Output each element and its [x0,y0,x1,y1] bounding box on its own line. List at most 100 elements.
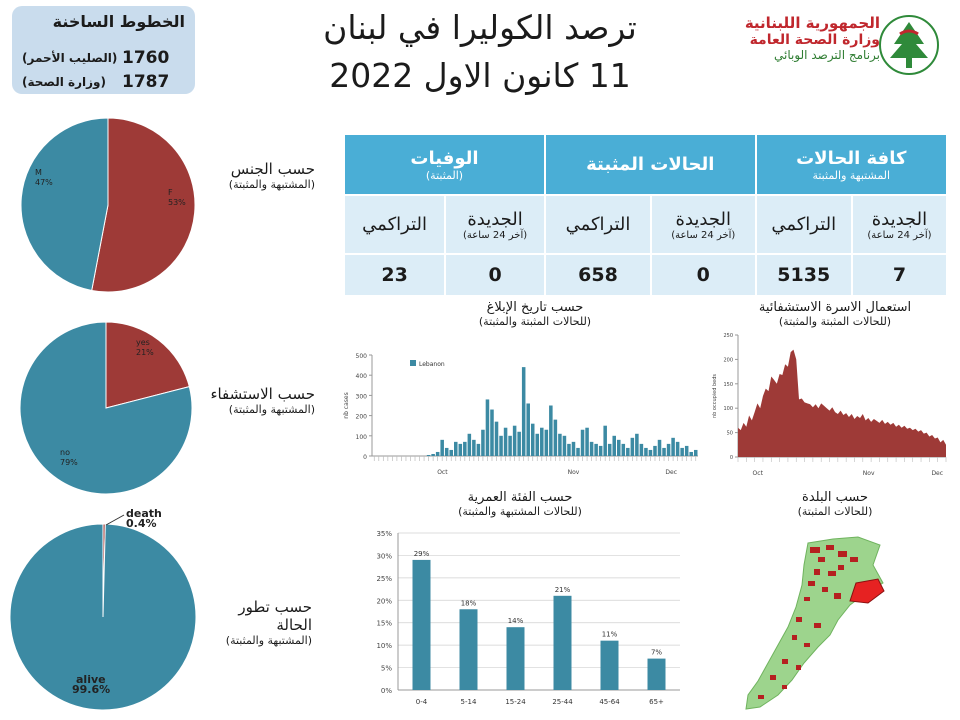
y-tick-label: 100 [356,434,368,441]
report-bar [535,433,540,456]
report-bar [467,433,472,456]
report-bar [544,429,549,456]
report-bar [571,441,576,456]
y-axis-label: nb cases [343,392,350,418]
pie-slice-yes [105,321,190,409]
report-bar [540,427,544,456]
report-bar [630,437,635,456]
x-category-label: 45-64 [599,698,620,706]
report-bar [440,439,444,456]
report-bar [503,427,508,456]
report-bar [512,425,517,456]
y-tick-label: 150 [723,382,733,388]
report-bar [617,439,621,456]
age-bar-15-24 [506,627,525,690]
report-bar [648,449,653,456]
pie-value-label: 47% [35,178,53,187]
pie-leader-line [105,514,125,526]
bar-value-label: 7% [651,649,662,657]
bar-value-label: 18% [461,599,477,607]
report-bar [635,433,639,456]
subheader-new: الجديدة (آخر 24 ساعة) [444,194,546,255]
ministry-logo-text: الجمهورية اللبنانية وزارة الصحة العامة ب… [745,14,880,62]
pie-slice-M [20,117,109,292]
x-month-label: Dec [665,469,677,476]
report-bar [426,454,431,456]
bar-value-label: 14% [508,617,524,625]
logo-line-ministry: وزارة الصحة العامة [749,32,880,48]
logo-line-republic: الجمهورية اللبنانية [744,14,880,32]
report-bar [653,445,657,456]
report-bar [580,429,585,456]
report-bar [549,405,553,456]
lebanon-map-towns [758,545,858,699]
y-tick-label: 30% [376,552,392,560]
report-bar [490,409,494,456]
legend-label: Lebanon [419,361,445,368]
report-bar [499,435,503,456]
subheader-cumulative: التراكمي [543,194,652,255]
beds-area-chart: 0 50 100 150 200 250 nb occupied beds Oct Nov Dec [712,333,947,477]
report-bar [621,443,626,456]
report-bar [598,445,603,456]
y-tick-label: 25% [376,575,392,583]
hotline-number[interactable]: 1760 [122,48,170,68]
deaths-new-value: 0 [444,253,546,297]
report-date-chart-title: حسب تاريخ الإبلاغ (للحالات المثبتة والمث… [478,300,592,328]
x-category-label: 0-4 [416,698,428,706]
pie-value-label: 21% [136,348,154,357]
legend-swatch [410,360,416,366]
x-month-label: Oct [437,469,448,476]
gender-label: حسب الجنس (المشتبهة والمثبتة) [228,160,315,191]
report-bar [431,453,435,456]
report-bar [521,367,526,456]
y-tick-label: 0% [381,687,392,695]
report-bar [567,443,571,456]
y-tick-label: 50 [727,431,733,437]
report-bar [517,431,521,456]
age-bar-65+ [647,658,666,690]
town-chart-title: حسب البلدة (للحالات المثبتة) [797,490,873,518]
hotline-row-red-cross: 1760 (الصليب الأحمر) [22,48,185,70]
report-bar [576,447,580,456]
report-bar [594,443,598,456]
x-month-label: Nov [863,470,875,477]
deaths-cumulative-value: 23 [342,253,447,297]
report-bar [485,399,490,456]
beds-chart-title: استعمال الاسرة الاستشفائية (للحالات المث… [758,300,912,328]
report-bar [454,441,458,456]
report-bar [644,447,648,456]
report-bar [603,425,607,456]
pie-slice-alive [9,523,197,711]
logo-line-program: برنامج الترصد الوبائي [773,48,880,62]
hotlines-title: الخطوط الساخنة [52,12,185,31]
bar-value-label: 11% [602,631,618,639]
pie-value-label: 53% [168,198,186,207]
report-bar [607,443,612,456]
pie-slice-F [91,117,196,293]
pie-label: F [168,188,173,197]
report-bar [508,435,512,456]
y-tick-label: 5% [381,665,392,673]
y-tick-label: 400 [356,373,368,380]
pie-label: alive [76,673,106,686]
page-date: 11 كانون الاول 2022 [329,56,631,95]
hotline-number[interactable]: 1787 [122,72,170,92]
age-bar-5-14 [459,609,478,690]
y-tick-label: 0 [730,455,733,461]
lebanon-map-highlight [849,578,885,604]
report-bar [526,403,530,456]
confirmed-cumulative-value: 658 [543,253,652,297]
pie-label: no [60,448,70,457]
header-deaths: الوفيات (المثبتة) [343,133,546,196]
hotline-label: (الصليب الأحمر) [22,51,118,65]
report-bar [639,443,644,456]
y-axis-label: nb occupied beds [712,374,718,418]
lebanon-map [745,536,885,710]
cedar-logo-icon [879,15,939,75]
x-category-label: 5-14 [461,698,477,706]
x-category-label: 25-44 [552,698,573,706]
x-category-label: 15-24 [505,698,526,706]
